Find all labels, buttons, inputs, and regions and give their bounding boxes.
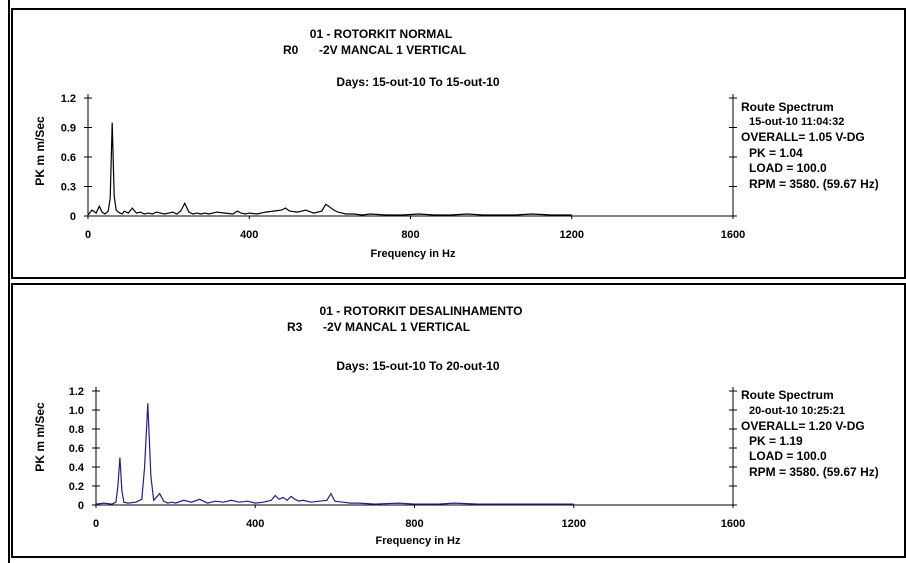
- chart-title-line2: -2V MANCAL 1 VERTICAL: [319, 43, 466, 57]
- plot-area-misalignment: 0 0.2 0.4 0.6 0.8 1.0 1.2 0 400 800 1200 1600: [69, 386, 746, 530]
- x-tick-label: 400: [246, 518, 264, 530]
- spectrum-line: [95, 403, 574, 505]
- x-tick-label: 800: [405, 518, 423, 530]
- spectrum-line: [87, 122, 572, 216]
- x-tick-label: 0: [93, 518, 99, 530]
- y-tick-label: 0: [78, 500, 84, 512]
- y-tick-label: 0.2: [69, 481, 84, 493]
- chart-title-line2: -2V MANCAL 1 VERTICAL: [323, 320, 470, 334]
- info-route: Route Spectrum: [741, 100, 834, 114]
- x-tick-label: 0: [85, 229, 91, 241]
- x-tick-label: 1600: [721, 518, 745, 530]
- x-tick-label: 800: [401, 229, 419, 241]
- spectrum-chart-misalignment: 01 - ROTORKIT DESALINHAMENTO R3 -2V MANC…: [33, 304, 879, 547]
- y-tick-label: 0.9: [61, 123, 76, 135]
- y-axis-label: PK m m/Sec: [33, 402, 47, 472]
- y-tick-label: 0: [70, 211, 76, 223]
- plot-area-normal: 0 0.3 0.6 0.9 1.2 0 400 800 1200 1600: [61, 93, 746, 241]
- info-load: LOAD = 100.0: [749, 161, 827, 175]
- y-tick-label: 1.2: [61, 93, 76, 105]
- info-route: Route Spectrum: [741, 388, 834, 402]
- x-tick-label: 1600: [721, 229, 745, 241]
- chart-title-line1: 01 - ROTORKIT NORMAL: [310, 27, 452, 41]
- chart-title-code: R3: [287, 320, 303, 334]
- chart-title-line1: 01 - ROTORKIT DESALINHAMENTO: [320, 304, 523, 318]
- spectrum-panel-normal: 01 - ROTORKIT NORMAL R0 -2V MANCAL 1 VER…: [11, 8, 906, 279]
- y-tick-label: 0.6: [69, 443, 84, 455]
- window-left-border: [8, 0, 10, 563]
- spectrum-panel-misalignment: 01 - ROTORKIT DESALINHAMENTO R3 -2V MANC…: [11, 283, 906, 558]
- info-overall: OVERALL= 1.20 V-DG: [741, 419, 865, 433]
- y-tick-label: 0.8: [69, 424, 84, 436]
- y-tick-label: 0.6: [61, 152, 76, 164]
- y-tick-label: 0.3: [61, 182, 76, 194]
- chart-subtitle: Days: 15-out-10 To 20-out-10: [336, 359, 499, 373]
- x-tick-label: 1200: [560, 229, 584, 241]
- info-pk: PK = 1.19: [749, 434, 803, 448]
- info-pk: PK = 1.04: [749, 146, 803, 160]
- info-load: LOAD = 100.0: [749, 449, 827, 463]
- y-axis-label: PK m m/Sec: [33, 116, 47, 186]
- x-axis-label: Frequency in Hz: [371, 248, 456, 260]
- y-tick-label: 1.2: [69, 386, 84, 398]
- spectrum-chart-normal: 01 - ROTORKIT NORMAL R0 -2V MANCAL 1 VER…: [33, 27, 879, 260]
- y-tick-label: 0.4: [69, 462, 85, 474]
- chart-subtitle: Days: 15-out-10 To 15-out-10: [336, 75, 499, 89]
- info-datetime: 15-out-10 11:04:32: [749, 116, 844, 128]
- info-datetime: 20-out-10 10:25:21: [749, 405, 845, 417]
- x-tick-label: 400: [240, 229, 258, 241]
- x-tick-label: 1200: [562, 518, 586, 530]
- info-rpm: RPM = 3580. (59.67 Hz): [749, 177, 879, 191]
- info-rpm: RPM = 3580. (59.67 Hz): [749, 465, 879, 479]
- chart-title-code: R0: [283, 43, 299, 57]
- info-overall: OVERALL= 1.05 V-DG: [741, 130, 865, 144]
- x-axis-label: Frequency in Hz: [376, 535, 461, 547]
- y-tick-label: 1.0: [69, 405, 84, 417]
